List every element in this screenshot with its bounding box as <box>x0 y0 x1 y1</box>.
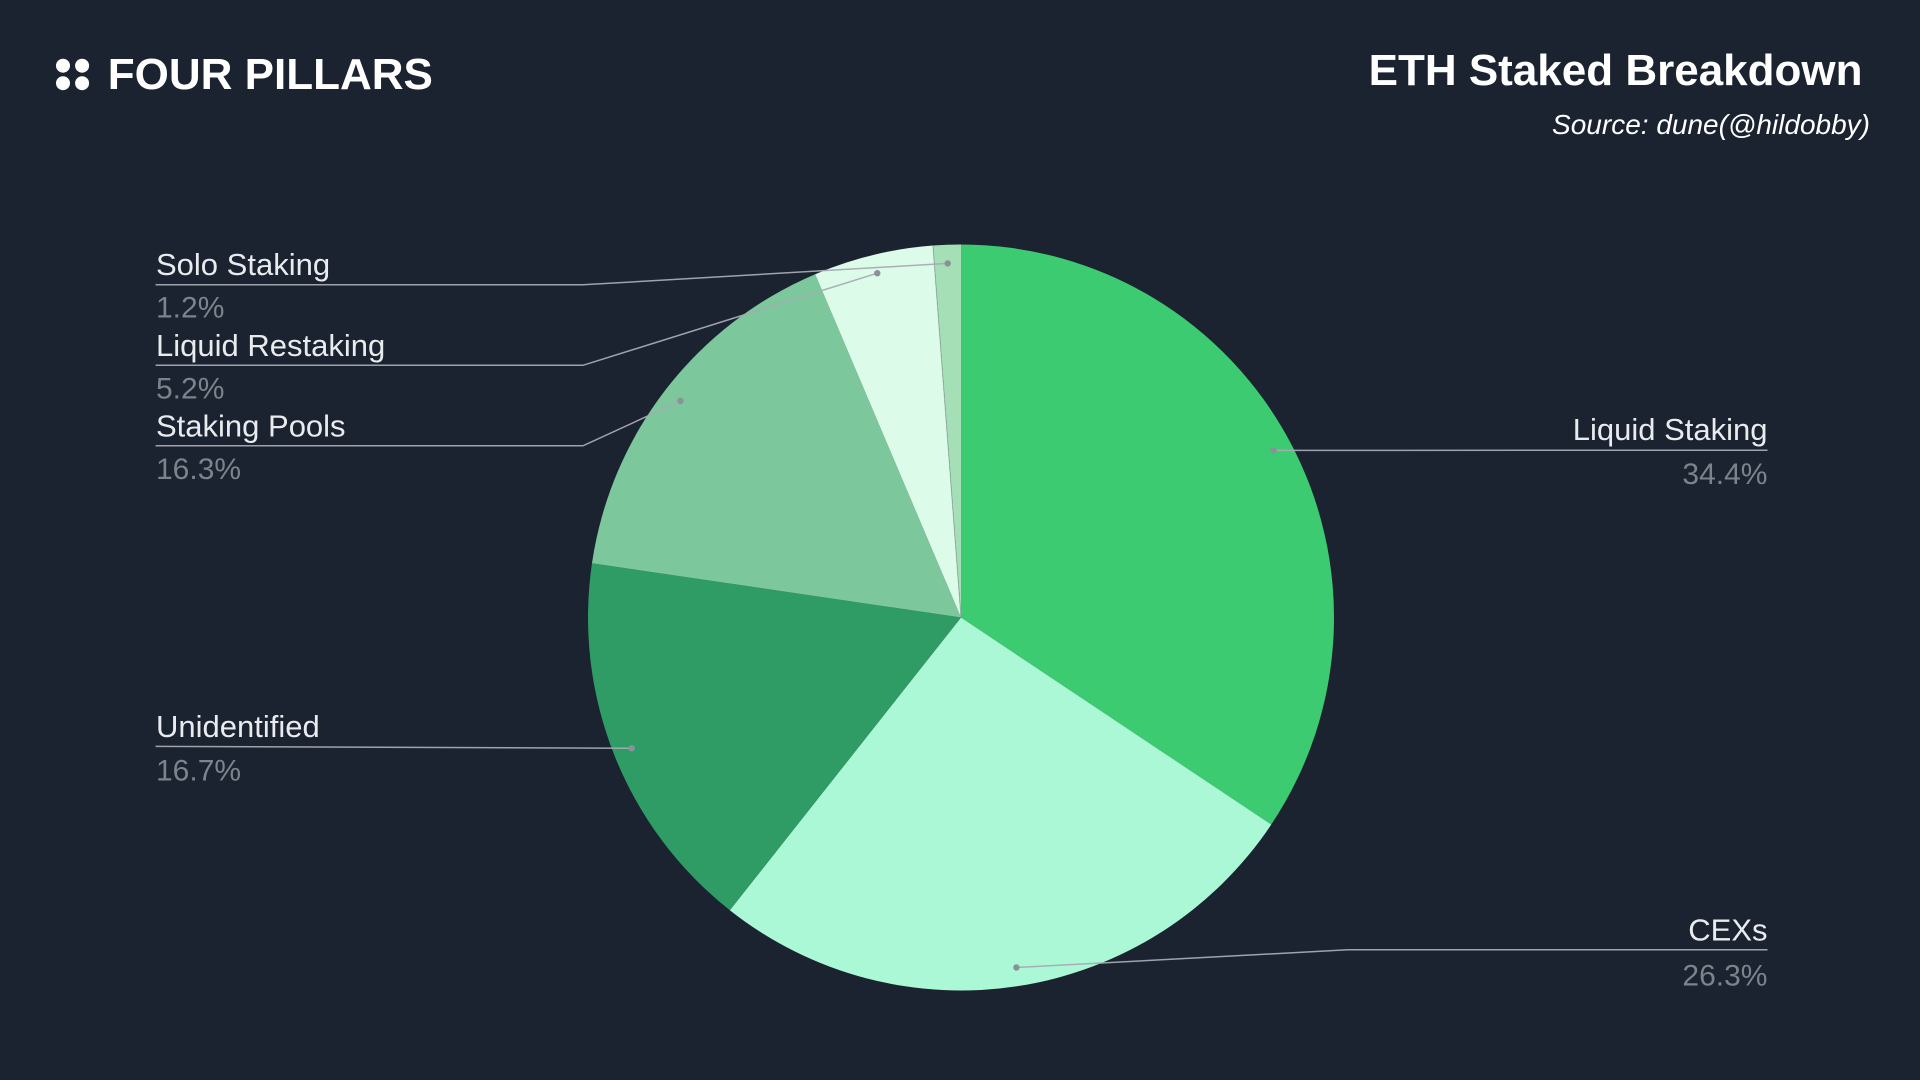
svg-text:Staking Pools: Staking Pools <box>156 408 346 443</box>
svg-text:Solo Staking: Solo Staking <box>156 247 330 282</box>
svg-text:16.3%: 16.3% <box>156 453 241 486</box>
svg-text:26.3%: 26.3% <box>1682 960 1767 993</box>
svg-text:Liquid Restaking: Liquid Restaking <box>156 328 385 363</box>
svg-text:34.4%: 34.4% <box>1682 458 1767 491</box>
svg-text:1.2%: 1.2% <box>156 292 224 325</box>
svg-text:Unidentified: Unidentified <box>156 709 320 744</box>
svg-text:Source: dune(@hildobby): Source: dune(@hildobby) <box>1552 109 1870 140</box>
svg-text:16.7%: 16.7% <box>156 755 241 788</box>
svg-text:Liquid Staking: Liquid Staking <box>1573 412 1768 447</box>
svg-text:5.2%: 5.2% <box>156 372 224 405</box>
svg-text:CEXs: CEXs <box>1688 913 1767 948</box>
svg-text:FOUR PILLARS: FOUR PILLARS <box>108 50 433 99</box>
svg-text:ETH Staked Breakdown: ETH Staked Breakdown <box>1369 46 1863 95</box>
